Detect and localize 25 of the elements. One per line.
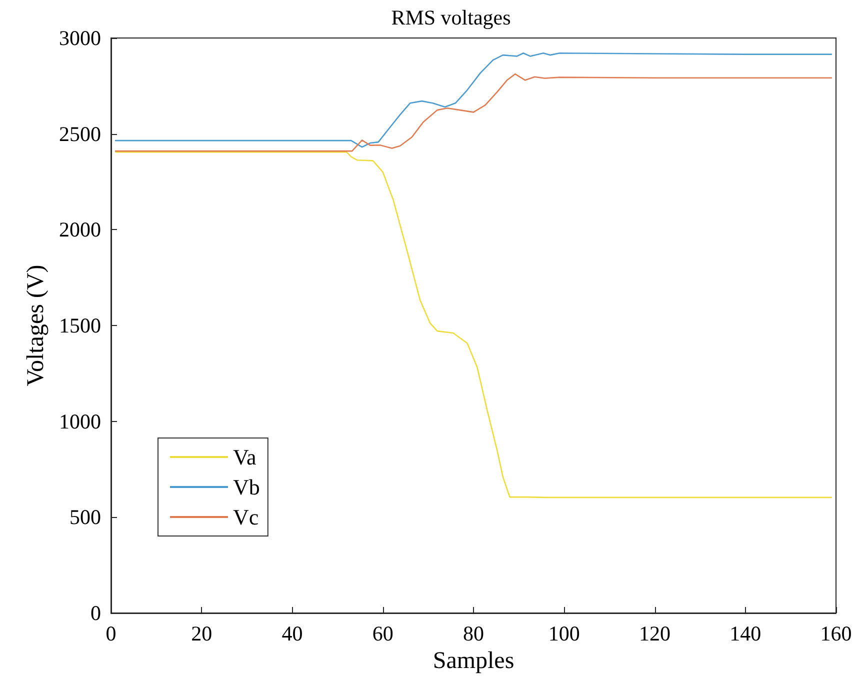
legend-label: Va [233,444,256,470]
y-tick-label: 2500 [59,122,101,146]
line-series [114,52,832,148]
y-tick-label: 2000 [59,218,101,242]
y-tick-label: 500 [70,505,101,530]
x-tick-label: 0 [106,622,116,646]
x-tick-label: 100 [548,622,580,646]
y-tick-label: 3000 [59,26,101,50]
x-axis-title: Samples [432,648,514,674]
x-tick-label: 140 [730,622,762,646]
x-tick-label: 160 [820,622,852,646]
x-tick-label: 80 [463,622,484,646]
y-tick-label: 1500 [59,314,101,338]
x-tick-label: 60 [372,622,394,646]
x-tick-label: 20 [191,622,212,646]
y-axis-title: Voltages (V) [23,264,50,386]
legend-label: Vc [233,504,259,530]
line-series [114,73,832,152]
x-tick-label: 120 [639,622,670,646]
legend-label: Vb [233,474,260,500]
line-series [114,151,832,498]
x-tick-label: 40 [282,622,303,646]
y-tick-label: 0 [90,601,101,625]
y-tick-label: 1000 [59,409,101,434]
chart-title: RMS voltages [391,6,511,30]
